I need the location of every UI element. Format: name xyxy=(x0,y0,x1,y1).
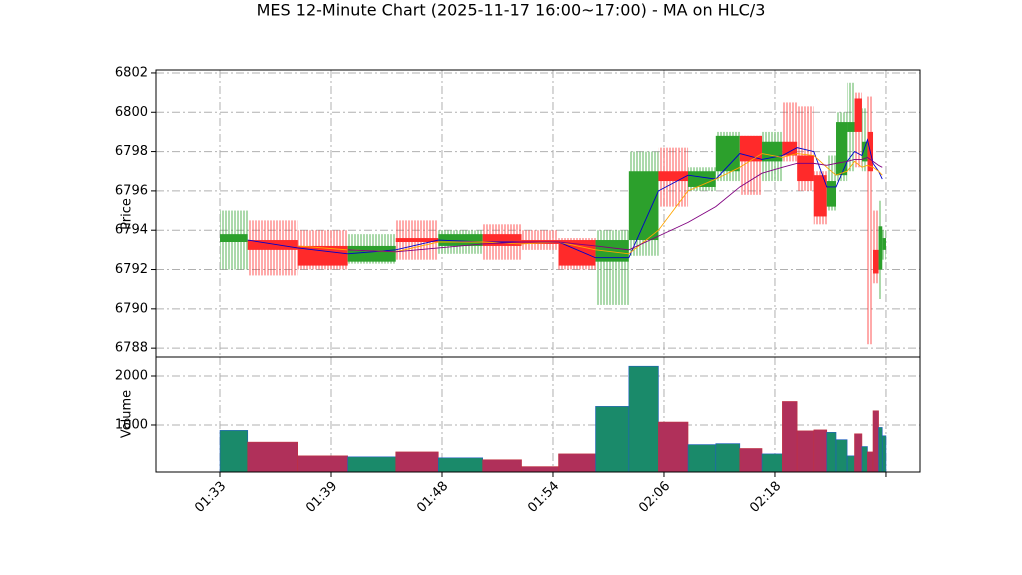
volume-bar xyxy=(658,421,689,473)
ma-line xyxy=(247,138,883,259)
candle-body xyxy=(220,234,248,243)
volume-bar xyxy=(878,427,883,473)
candle-body xyxy=(882,238,886,250)
candle-body xyxy=(782,141,798,156)
candle-body xyxy=(688,171,716,187)
volume-bar xyxy=(437,457,483,473)
candle-body xyxy=(847,122,855,132)
volume-bar xyxy=(835,439,848,473)
candle-range xyxy=(861,108,868,172)
candle-body xyxy=(861,141,868,162)
volume-bar xyxy=(872,410,879,473)
volume-bar xyxy=(796,430,815,473)
volume-axis-label: Volume xyxy=(120,390,135,438)
volume-bar xyxy=(846,455,855,473)
volume-frame xyxy=(155,356,921,473)
volume-bar xyxy=(297,455,348,473)
candle-body xyxy=(395,238,439,243)
chart-title: MES 12-Minute Chart (2025-11-17 16:00~17… xyxy=(257,1,766,20)
volume-bar xyxy=(867,451,874,473)
y-tick-label: 6800 xyxy=(115,105,148,120)
volume-bar xyxy=(687,444,717,473)
volume-bar xyxy=(482,459,522,473)
candle-range xyxy=(873,210,879,284)
candle-body xyxy=(873,249,879,274)
candle-body xyxy=(813,175,827,217)
y-tick-label: 6798 xyxy=(115,144,148,159)
candle-body xyxy=(836,122,848,176)
y-tick-label: 6794 xyxy=(115,223,148,238)
candle-body xyxy=(878,226,883,270)
y-tick-label: 6796 xyxy=(115,183,148,198)
volume-bar xyxy=(881,435,887,473)
volume-bar xyxy=(826,432,837,473)
volume-bar xyxy=(395,451,439,473)
volume-bar xyxy=(628,365,659,473)
y-tick-label: 6788 xyxy=(115,341,148,356)
volume-bar xyxy=(715,443,741,473)
volume-tick-label: 2000 xyxy=(115,369,148,384)
y-tick-label: 6802 xyxy=(115,65,148,80)
candle-range xyxy=(867,96,874,345)
candle-body xyxy=(347,245,396,262)
candle-body xyxy=(482,234,522,246)
volume-bar xyxy=(854,433,863,473)
candle-body xyxy=(297,245,348,266)
volume-bar xyxy=(861,446,868,473)
volume-tick-label: 1000 xyxy=(115,417,148,432)
volume-bar xyxy=(739,448,763,473)
candle-body xyxy=(438,234,483,246)
volume-bar xyxy=(595,406,630,473)
ma-line xyxy=(297,153,883,255)
candle-body xyxy=(658,171,689,182)
candle-body xyxy=(854,98,862,132)
candle-body xyxy=(595,240,629,262)
y-tick-label: 6792 xyxy=(115,262,148,277)
candle-body xyxy=(826,181,837,207)
y-axis-label: Price xyxy=(120,198,135,230)
candle-body xyxy=(247,240,298,250)
candle-body xyxy=(739,135,763,162)
volume-bar xyxy=(813,429,828,473)
candle-body xyxy=(628,171,659,241)
volume-bar xyxy=(521,466,559,473)
candle-body xyxy=(797,155,814,182)
ma-line xyxy=(347,156,883,253)
candle-body xyxy=(715,135,740,172)
volume-bar xyxy=(247,441,299,473)
y-tick-label: 6790 xyxy=(115,301,148,316)
volume-bar xyxy=(347,456,397,473)
volume-bar xyxy=(782,401,798,473)
volume-bar xyxy=(219,430,249,473)
volume-bar xyxy=(558,453,596,473)
volume-bar xyxy=(761,453,783,473)
